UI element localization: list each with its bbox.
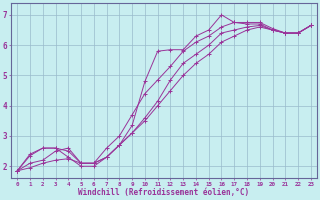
X-axis label: Windchill (Refroidissement éolien,°C): Windchill (Refroidissement éolien,°C) [78,188,250,197]
